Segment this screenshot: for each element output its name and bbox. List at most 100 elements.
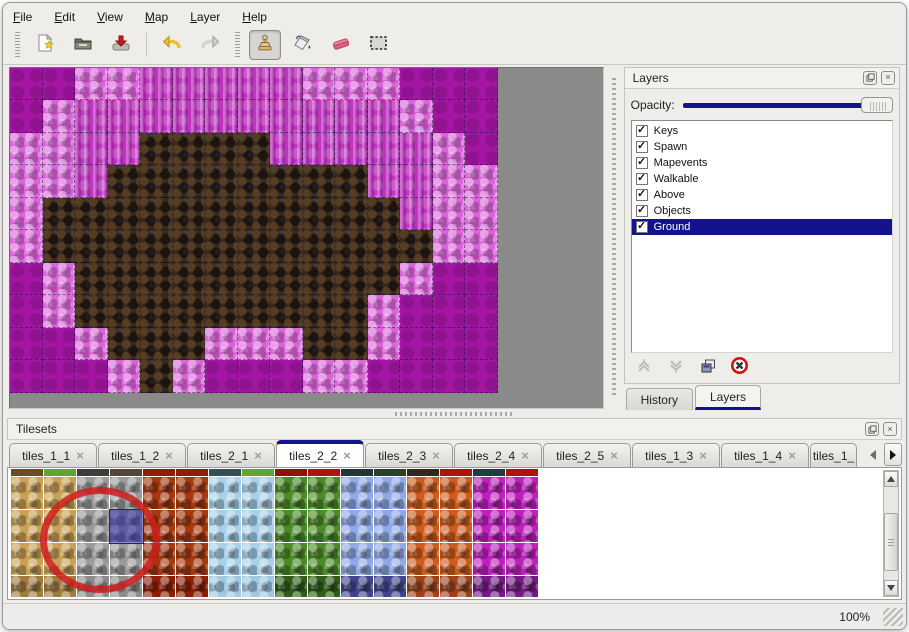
map-tile[interactable]	[237, 327, 270, 361]
select-tool-button[interactable]	[363, 30, 395, 60]
float-panel-icon[interactable]	[865, 422, 879, 437]
map-tile[interactable]	[367, 360, 400, 393]
map-tile[interactable]	[205, 165, 238, 198]
map-tile[interactable]	[302, 197, 335, 231]
tileset-tile[interactable]	[275, 543, 307, 576]
map-tile[interactable]	[140, 132, 173, 166]
tileset-tile[interactable]	[341, 510, 373, 543]
map-tile[interactable]	[400, 327, 433, 361]
map-tile[interactable]	[107, 295, 140, 328]
map-tile[interactable]	[107, 100, 140, 133]
toolbar-grip[interactable]	[15, 32, 20, 59]
opacity-slider-handle[interactable]	[861, 96, 893, 113]
map-tile[interactable]	[465, 67, 498, 101]
map-tile[interactable]	[270, 132, 303, 166]
map-tile[interactable]	[10, 132, 43, 166]
map-tile[interactable]	[270, 262, 303, 296]
map-tile[interactable]	[205, 295, 238, 328]
map-tile[interactable]	[465, 327, 498, 361]
tileset-tile[interactable]	[473, 510, 505, 543]
open-button[interactable]	[67, 30, 99, 60]
map-tile[interactable]	[335, 327, 368, 361]
tileset-tile[interactable]	[341, 469, 373, 477]
tileset-tile[interactable]	[308, 477, 340, 510]
map-tile[interactable]	[432, 230, 465, 263]
map-tile[interactable]	[432, 360, 465, 393]
tileset-tile[interactable]	[440, 543, 472, 576]
map-tile[interactable]	[465, 197, 498, 231]
tileset-tile[interactable]	[209, 477, 241, 510]
map-tile[interactable]	[42, 165, 75, 198]
map-tile[interactable]	[42, 100, 75, 133]
tileset-tab-tiles_1_[interactable]: tiles_1_	[810, 443, 857, 468]
map-tile[interactable]	[400, 262, 433, 296]
map-tile[interactable]	[237, 165, 270, 198]
tileset-tile[interactable]	[374, 477, 406, 510]
menu-edit[interactable]: Edit	[54, 9, 76, 24]
close-panel-icon[interactable]: ×	[883, 422, 897, 437]
tileset-scrollbar[interactable]	[883, 470, 899, 598]
close-tab-icon[interactable]: ×	[699, 448, 707, 464]
map-tile[interactable]	[75, 360, 108, 393]
map-tile[interactable]	[465, 100, 498, 133]
resize-grip[interactable]	[883, 607, 903, 626]
layer-visibility-checkbox[interactable]: ✓	[635, 172, 648, 185]
vertical-splitter[interactable]	[604, 65, 624, 410]
tileset-tile[interactable]	[407, 576, 439, 598]
map-tile[interactable]	[10, 165, 43, 198]
map-tile[interactable]	[432, 132, 465, 166]
map-tile[interactable]	[42, 132, 75, 166]
tileset-tile[interactable]	[341, 543, 373, 576]
map-tile[interactable]	[140, 100, 173, 133]
lower-layer-button[interactable]	[665, 357, 687, 379]
tileset-tile[interactable]	[209, 469, 241, 477]
close-tab-icon[interactable]: ×	[610, 448, 618, 464]
toolbar-grip-2[interactable]	[235, 32, 240, 59]
tileset-tile[interactable]	[407, 543, 439, 576]
tileset-tile[interactable]	[374, 469, 406, 477]
tileset-tile[interactable]	[440, 469, 472, 477]
tileset-tab-tiles_1_3[interactable]: tiles_1_3 ×	[632, 443, 720, 468]
close-tab-icon[interactable]: ×	[521, 448, 529, 464]
map-tile[interactable]	[335, 360, 368, 393]
opacity-slider[interactable]	[682, 96, 893, 114]
map-tile[interactable]	[270, 197, 303, 231]
scrollbar-thumb[interactable]	[884, 513, 898, 572]
horizontal-splitter[interactable]	[3, 410, 906, 418]
tileset-tile[interactable]	[176, 469, 208, 477]
map-tile[interactable]	[140, 197, 173, 231]
tileset-tile[interactable]	[506, 543, 538, 576]
map-tile[interactable]	[465, 360, 498, 393]
map-tile[interactable]	[172, 360, 205, 393]
tileset-tile[interactable]	[275, 576, 307, 598]
map-tile[interactable]	[400, 132, 433, 166]
map-tile[interactable]	[270, 67, 303, 101]
tileset-tile[interactable]	[407, 469, 439, 477]
duplicate-layer-button[interactable]	[697, 357, 719, 379]
map-tile[interactable]	[335, 100, 368, 133]
map-tile[interactable]	[367, 165, 400, 198]
tileset-view[interactable]	[7, 467, 902, 601]
tileset-tile[interactable]	[473, 576, 505, 598]
tileset-tile[interactable]	[77, 469, 109, 477]
map-tile[interactable]	[270, 295, 303, 328]
tileset-tile[interactable]	[506, 576, 538, 598]
map-tile[interactable]	[335, 197, 368, 231]
map-tile[interactable]	[172, 327, 205, 361]
tileset-tile[interactable]	[242, 477, 274, 510]
tileset-tile[interactable]	[275, 469, 307, 477]
map-tile[interactable]	[42, 230, 75, 263]
map-tile[interactable]	[140, 360, 173, 393]
layer-visibility-checkbox[interactable]: ✓	[635, 124, 648, 137]
map-view[interactable]	[9, 66, 604, 409]
map-tile[interactable]	[10, 67, 43, 101]
map-tile[interactable]	[172, 295, 205, 328]
map-tile[interactable]	[400, 230, 433, 263]
map-tile[interactable]	[302, 100, 335, 133]
map-tile[interactable]	[335, 295, 368, 328]
map-tile[interactable]	[465, 295, 498, 328]
layer-visibility-checkbox[interactable]: ✓	[635, 220, 648, 233]
map-tile[interactable]	[75, 197, 108, 231]
tileset-tile[interactable]	[11, 543, 43, 576]
map-tile[interactable]	[400, 295, 433, 328]
